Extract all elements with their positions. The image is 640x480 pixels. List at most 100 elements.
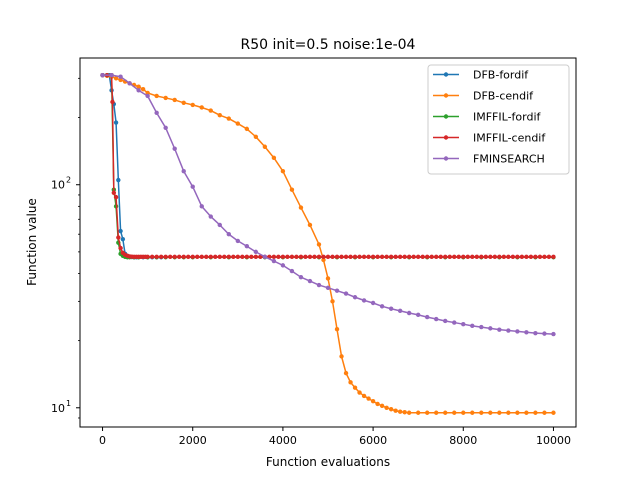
- series-3-point: [515, 254, 520, 260]
- series-4-point: [551, 331, 556, 337]
- series-1-point: [375, 401, 380, 407]
- y-axis-label: Function value: [25, 198, 39, 286]
- y-tick-label: 10: [51, 179, 65, 192]
- series-1-point: [181, 100, 186, 106]
- series-1-point: [140, 87, 146, 92]
- series-4-point: [388, 306, 394, 311]
- series-3-point: [158, 254, 164, 260]
- series-3-point: [181, 254, 186, 260]
- series-3-point: [190, 254, 195, 260]
- x-axis-label: Function evaluations: [266, 455, 390, 469]
- series-3-point: [357, 254, 362, 260]
- series-4-point: [506, 328, 511, 333]
- series-3-point: [524, 254, 529, 260]
- series-3-point: [384, 254, 389, 260]
- series-3-point: [542, 254, 547, 260]
- series-3-point: [425, 254, 430, 260]
- series-4-point: [470, 323, 475, 329]
- legend-marker-3: [443, 135, 449, 140]
- series-3-point: [415, 254, 421, 260]
- series-3-point: [343, 254, 349, 260]
- series-1-point: [226, 116, 231, 121]
- series-1-point: [348, 380, 353, 385]
- series-1-point: [253, 134, 259, 140]
- series-3-point: [195, 254, 200, 260]
- series-3-point: [321, 254, 326, 260]
- series-4-point: [452, 320, 457, 325]
- series-3-point: [519, 254, 525, 260]
- series-1-point: [393, 408, 398, 413]
- y-tick-exponent: 2: [66, 176, 71, 185]
- y-tick-exponent: 1: [66, 399, 71, 408]
- series-1-point: [379, 403, 385, 409]
- legend-marker-1: [443, 93, 449, 98]
- series-3-point: [352, 254, 358, 260]
- series-4-point: [253, 249, 259, 255]
- series-3-point: [199, 254, 204, 260]
- series-3-point: [537, 254, 543, 260]
- legend-box: [427, 64, 570, 175]
- series-4-point: [397, 308, 403, 314]
- series-3-point: [456, 254, 461, 260]
- series-1-point: [316, 242, 322, 247]
- series-4: [100, 72, 556, 337]
- series-3-point: [167, 254, 173, 260]
- series-3-point: [276, 254, 281, 260]
- series-1-point: [321, 257, 326, 263]
- series-4-point: [488, 326, 493, 331]
- legend-label-4: FMINSEARCH: [473, 153, 545, 166]
- series-3-point: [235, 254, 241, 260]
- x-tick-label: 6000: [359, 434, 387, 447]
- series-4-point: [271, 258, 277, 264]
- series-3-point: [330, 254, 335, 260]
- series-1-point: [461, 410, 466, 415]
- series-3-point: [145, 254, 150, 260]
- series-3-point: [231, 254, 236, 260]
- series-1-point: [190, 102, 195, 108]
- series-4-point: [217, 222, 222, 228]
- legend-label-3: IMFFIL-cendif: [473, 132, 546, 145]
- series-3-point: [370, 254, 376, 260]
- series-3-point: [348, 254, 353, 260]
- plot-frame: [79, 57, 577, 428]
- legend-marker-2: [443, 114, 449, 119]
- series-1-point: [262, 144, 268, 149]
- legend-label-2: IMFFIL-fordif: [473, 111, 542, 124]
- series-3-point: [163, 254, 168, 260]
- legend-marker-4: [443, 156, 449, 161]
- series-0-point: [113, 120, 119, 125]
- legend-label-1: DFB-cendif: [473, 90, 534, 103]
- series-3-point: [204, 254, 209, 260]
- series-1-point: [330, 299, 335, 304]
- series-3-point: [397, 254, 403, 260]
- series-1-point: [325, 276, 331, 281]
- series-4-point: [406, 310, 412, 316]
- series-0-point: [116, 177, 121, 183]
- series-4-point: [100, 72, 105, 78]
- series-4-point: [226, 232, 231, 237]
- series-1-point: [551, 410, 556, 415]
- series-3-point: [429, 254, 434, 260]
- series-3-point: [461, 254, 466, 260]
- series-3-point: [483, 254, 489, 260]
- series-4-point: [307, 278, 313, 284]
- x-tick-label: 0: [99, 434, 106, 447]
- series-0-point: [118, 228, 123, 234]
- series-1-point: [524, 410, 529, 415]
- series-4-point: [533, 330, 538, 336]
- series-4-point: [280, 263, 286, 268]
- series-1-point: [280, 169, 286, 174]
- series-3-point: [402, 254, 407, 260]
- series-3-point: [271, 254, 277, 260]
- x-tick-label: 4000: [269, 434, 297, 447]
- series-4-point: [208, 214, 213, 219]
- series-0-point: [120, 236, 126, 242]
- series-3-point: [411, 254, 416, 260]
- series-1-point: [235, 121, 241, 126]
- x-tick-label: 8000: [449, 434, 477, 447]
- series-1-point: [406, 410, 412, 415]
- series-1-point: [479, 410, 484, 415]
- series-1-point: [199, 105, 204, 110]
- series-4-point: [118, 74, 123, 79]
- series-3-point: [470, 254, 475, 260]
